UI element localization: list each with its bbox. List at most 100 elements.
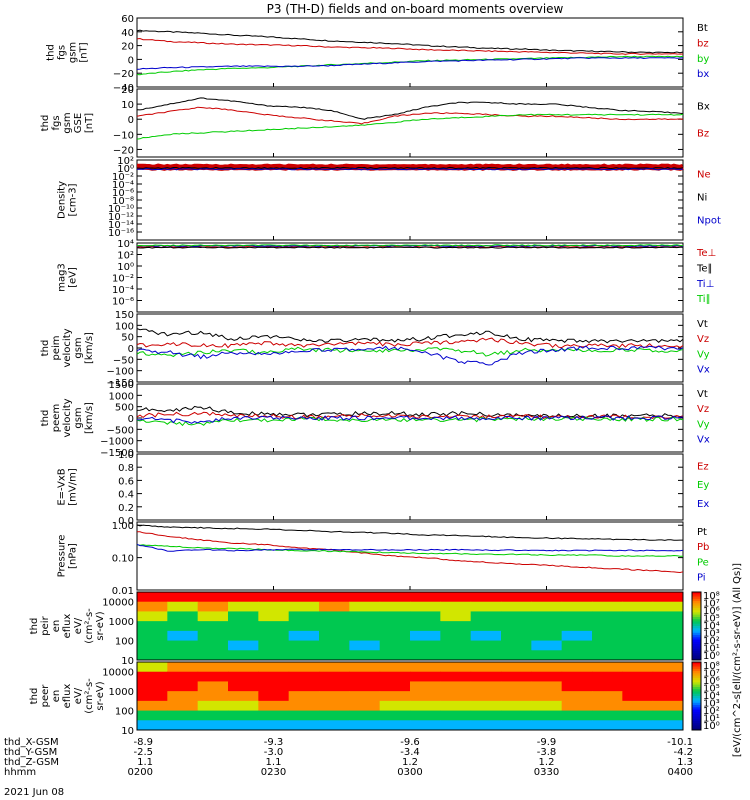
heatmap-cell: [258, 681, 290, 692]
heatmap-cell: [228, 681, 259, 692]
heatmap-cell: [228, 621, 259, 632]
x-tick-label: -3.4: [400, 747, 420, 758]
heatmap-cell: [592, 671, 623, 682]
heatmap-cell: [258, 621, 290, 632]
heatmap-cell: [319, 662, 350, 673]
colorbar-tick: 10⁵: [703, 613, 720, 624]
y-axis-label: thd: [46, 44, 57, 61]
x-axis-row-label: thd_X-GSM: [4, 737, 59, 748]
colorbar-segment: [692, 592, 701, 595]
x-tick-label: -4.2: [673, 747, 693, 758]
heatmap-cell: [288, 710, 320, 721]
series-line-bx: [136, 57, 684, 70]
heatmap-cell: [440, 650, 472, 661]
heatmap-cell: [470, 640, 502, 651]
colorbar-segment: [692, 680, 701, 683]
heatmap-cell: [379, 630, 411, 642]
heatmap-cell: [592, 720, 623, 731]
heatmap-cell: [531, 630, 563, 642]
heatmap-cell: [440, 671, 472, 682]
y-tick-label: −1500: [100, 448, 134, 459]
y-axis-label: (cm²-s-: [84, 608, 95, 644]
heatmap-cell: [440, 681, 472, 692]
heatmap-cell: [470, 720, 502, 731]
heatmap-cell: [258, 662, 290, 673]
y-axis-label: velocity: [62, 328, 73, 367]
heatmap-cell: [470, 691, 502, 702]
heatmap-cell: [652, 681, 684, 692]
y-axis-label: Pressure: [57, 535, 68, 578]
panel-frame: [136, 521, 684, 591]
heatmap-cell: [228, 710, 259, 721]
y-tick-label: 10⁻⁴: [112, 180, 134, 191]
colorbar-segment: [692, 718, 701, 722]
heatmap-cell: [167, 700, 199, 712]
y-tick-label: 10²: [117, 251, 134, 262]
heatmap-cell: [440, 662, 472, 673]
heatmap-cell: [349, 691, 381, 702]
heatmap-cell: [319, 691, 350, 702]
heatmap-cell: [349, 640, 381, 651]
colorbar-segment: [692, 714, 701, 717]
x-tick-label: 1.1: [266, 757, 282, 768]
colorbar-segment: [692, 594, 701, 598]
heatmap-cell: [531, 681, 563, 692]
heatmap-cell: [501, 592, 532, 603]
heatmap-cell: [440, 630, 472, 642]
heatmap-cell: [319, 601, 350, 612]
y-axis-label: en: [51, 690, 62, 703]
legend-Pe: Pe: [697, 557, 709, 568]
y-axis-label: peir: [40, 615, 51, 635]
heatmap-cell: [531, 691, 563, 702]
colorbar-segment: [692, 657, 701, 661]
x-axis-row-label: thd_Y-GSM: [4, 747, 57, 758]
colorbar-segment: [692, 639, 701, 643]
heatmap-cell: [137, 640, 168, 651]
y-axis-label: gsm: [62, 112, 73, 133]
x-tick-label: 1.1: [137, 757, 153, 768]
heatmap-cell: [561, 640, 593, 651]
y-axis-label: eflux: [62, 684, 73, 709]
legend-Ne: Ne: [697, 170, 711, 181]
heatmap-cell: [561, 671, 593, 682]
y-tick-label: 0.8: [118, 463, 134, 474]
y-axis-label: gsm: [73, 337, 84, 358]
heatmap-cell: [167, 611, 199, 622]
heatmap-cell: [410, 681, 441, 692]
heatmap-cell: [592, 592, 623, 603]
heatmap-cell: [622, 640, 654, 651]
heatmap-cell: [531, 640, 563, 651]
y-axis-label: eV/: [73, 617, 84, 634]
heatmap-cell: [470, 700, 502, 712]
heatmap-cell: [288, 650, 320, 661]
panel-frame: [136, 661, 684, 731]
panel-frame: [136, 88, 684, 158]
y-tick-label: 10⁻²: [112, 172, 134, 183]
heatmap-cell: [622, 662, 654, 673]
heatmap-cell: [197, 630, 229, 642]
heatmap-cell: [470, 621, 502, 632]
y-tick-label: −500: [107, 425, 134, 436]
colorbar-segment: [692, 664, 701, 668]
colorbar-segment: [692, 646, 701, 650]
heatmap-cell: [622, 611, 654, 622]
x-tick-label: 1.2: [539, 757, 555, 768]
heatmap-cell: [349, 720, 381, 731]
y-tick-label: 1.0: [118, 450, 134, 461]
y-axis-label: peim: [51, 335, 62, 360]
heatmap-cell: [288, 630, 320, 642]
colorbar-segment: [692, 644, 701, 647]
series-line-by: [136, 55, 684, 76]
y-axis-label: [km/s]: [84, 332, 95, 364]
heatmap-cell: [652, 662, 684, 673]
colorbar-segment: [692, 696, 701, 699]
x-tick-label: -9.9: [537, 737, 557, 748]
heatmap-cell: [561, 630, 593, 642]
colorbar-segment: [692, 707, 701, 711]
y-axis-label: [eV]: [68, 267, 79, 288]
legend-Pt: Pt: [697, 527, 707, 538]
heatmap-cell: [349, 611, 381, 622]
y-tick-label: 10⁰: [117, 164, 134, 175]
